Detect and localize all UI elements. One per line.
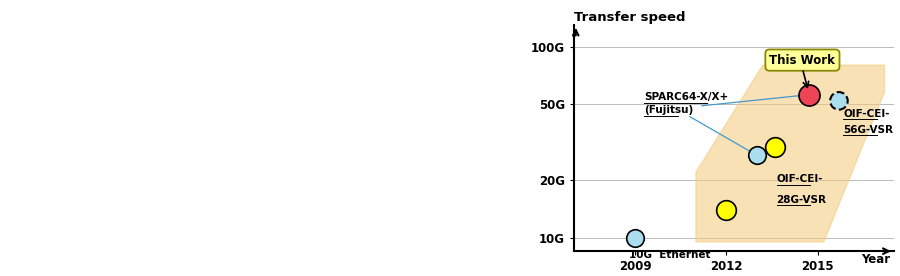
Point bbox=[768, 144, 782, 149]
Text: (Fujitsu): (Fujitsu) bbox=[644, 105, 693, 115]
Text: 28G-VSR: 28G-VSR bbox=[777, 195, 826, 205]
Point bbox=[628, 235, 643, 240]
Text: OIF-CEI-: OIF-CEI- bbox=[843, 108, 890, 119]
Point bbox=[832, 99, 846, 103]
Text: This Work: This Work bbox=[770, 54, 835, 67]
Text: Transfer speed: Transfer speed bbox=[574, 11, 686, 24]
Text: Year: Year bbox=[861, 253, 891, 266]
Text: 10G  Ethernet: 10G Ethernet bbox=[629, 250, 710, 260]
Point bbox=[719, 208, 733, 212]
Text: OIF-CEI-: OIF-CEI- bbox=[777, 174, 823, 184]
Text: 56G-VSR: 56G-VSR bbox=[843, 125, 894, 135]
Polygon shape bbox=[696, 65, 885, 242]
Point bbox=[801, 92, 815, 97]
Text: SPARC64-X/X+: SPARC64-X/X+ bbox=[644, 92, 728, 102]
Point bbox=[750, 153, 764, 158]
